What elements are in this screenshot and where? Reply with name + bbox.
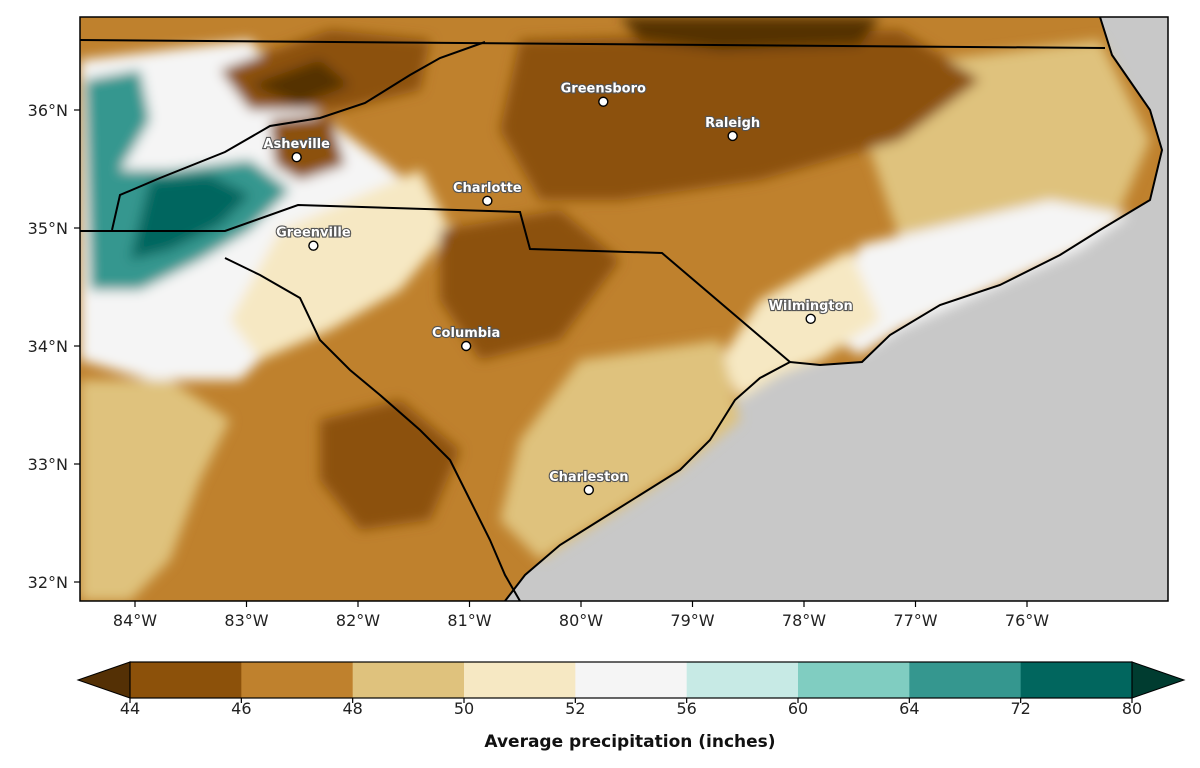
zone-44-46-savannah xyxy=(320,400,460,530)
city-marker xyxy=(308,240,319,251)
colorbar-bin xyxy=(686,662,799,698)
colorbar: 44 46 48 50 52 56 60 64 72 80 xyxy=(76,661,1186,718)
colorbar-bin xyxy=(352,662,465,698)
precip-zones xyxy=(80,17,1150,601)
zone-44-46-sandhills xyxy=(440,210,620,360)
lon-tick-label: 82°W xyxy=(336,611,380,630)
map-panel: Asheville Greensboro Raleigh Charlotte Green… xyxy=(80,17,1168,601)
zone-under-north xyxy=(620,17,880,50)
coastline xyxy=(504,17,1164,601)
colorbar-over-arrow xyxy=(1131,661,1186,699)
zone-44-46-nc-piedmont xyxy=(500,30,980,200)
colorbar-tick-label: 44 xyxy=(120,699,140,718)
colorbar-tick-label: 60 xyxy=(788,699,808,718)
tn-nc-border xyxy=(111,41,486,231)
zone-52-56-coastal-plain xyxy=(820,200,1130,355)
zone-48-50-sc-coast xyxy=(500,340,740,560)
colorbar-tick-label: 48 xyxy=(342,699,362,718)
lat-tick-label: 36°N xyxy=(28,101,68,120)
lat-axis: 36°N 35°N 34°N 33°N 32°N xyxy=(28,101,80,592)
lon-tick-label: 77°W xyxy=(893,611,937,630)
state-boundaries xyxy=(80,17,1164,601)
city-label: Columbia xyxy=(432,326,500,341)
colorbar-tick-label: 50 xyxy=(454,699,474,718)
zone-48-50-southwest xyxy=(80,380,230,601)
lon-tick-label: 79°W xyxy=(670,611,714,630)
city-label: Wilmington xyxy=(769,299,853,314)
lon-tick-label: 83°W xyxy=(224,611,268,630)
colorbar-tick-label: 52 xyxy=(565,699,585,718)
city-marker xyxy=(291,151,302,163)
colorbar-tick-label: 56 xyxy=(676,699,696,718)
city-label: Charleston xyxy=(549,470,628,485)
zone-under-mountains xyxy=(250,60,350,105)
colorbar-bin xyxy=(798,662,910,698)
colorbar-bin xyxy=(130,662,242,698)
city-marker xyxy=(460,340,472,352)
lon-axis: 84°W 83°W 82°W 81°W 80°W 79°W 78°W 77°W 76°W xyxy=(113,601,1049,630)
colorbar-bin xyxy=(575,662,688,698)
lon-tick-label: 80°W xyxy=(559,611,603,630)
city-marker xyxy=(482,195,493,207)
city-markers: Asheville Greensboro Raleigh Charlotte Green… xyxy=(262,81,854,496)
va-nc-border xyxy=(80,39,1106,49)
nc-sc-border xyxy=(80,203,791,363)
city-label: Charlotte xyxy=(453,181,522,196)
colorbar-bin xyxy=(1020,662,1133,698)
lat-tick-label: 33°N xyxy=(28,455,68,474)
city-marker xyxy=(583,484,595,496)
colorbar-under-arrow xyxy=(76,661,131,699)
lat-tick-label: 34°N xyxy=(28,337,68,356)
lon-tick-label: 84°W xyxy=(113,611,157,630)
colorbar-tick-label: 64 xyxy=(899,699,919,718)
colorbar-tick-label: 80 xyxy=(1122,699,1142,718)
city-label: Asheville xyxy=(263,137,330,152)
city-label: Raleigh xyxy=(705,116,760,131)
colorbar-title: Average precipitation (inches) xyxy=(484,732,775,752)
map-frame xyxy=(79,16,1169,602)
lat-tick-label: 35°N xyxy=(28,219,68,238)
lat-tick-label: 32°N xyxy=(28,573,68,592)
colorbar-bin xyxy=(464,662,576,698)
zone-mountain-wettest xyxy=(130,175,250,260)
colorbar-bin xyxy=(241,662,354,698)
city-marker xyxy=(805,313,816,325)
lon-tick-label: 81°W xyxy=(447,611,491,630)
zone-50-52-coastal-strip xyxy=(720,250,880,400)
zone-44-46-asheville xyxy=(270,115,345,180)
lon-tick-label: 76°W xyxy=(1005,611,1049,630)
city-marker xyxy=(598,96,609,107)
zone-50-52-piedmont xyxy=(230,170,450,360)
colorbar-bin xyxy=(909,662,1022,698)
city-label: Greensboro xyxy=(561,82,646,97)
city-marker xyxy=(727,130,738,142)
ga-sc-border xyxy=(224,257,521,601)
colorbar-tick-label: 46 xyxy=(231,699,251,718)
colorbar-frame xyxy=(129,661,1133,699)
colorbar-tick-label: 72 xyxy=(1010,699,1030,718)
lon-tick-label: 78°W xyxy=(782,611,826,630)
city-label: Greenville xyxy=(276,226,351,241)
